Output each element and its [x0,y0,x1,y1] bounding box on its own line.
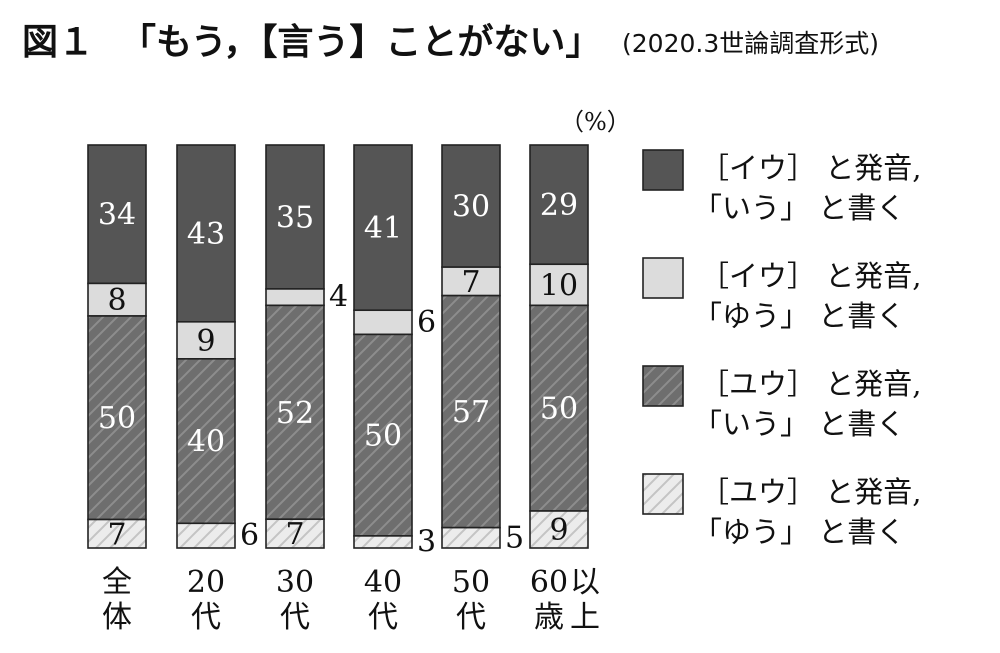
legend-label: ［ユウ］ と発音, [700,367,921,401]
data-label: 29 [540,188,578,223]
category-label: 30 [276,565,314,600]
legend-label: 「ゆう」 と書く [693,299,905,333]
bar-segment [529,510,589,549]
bar-segment [529,144,589,266]
category-labels: 全体20代30代40代50代60 以歳上 [102,565,600,635]
bar-segment [87,144,147,285]
data-label: 10 [540,268,578,303]
category-label: 60 [530,565,568,600]
legend-label: 「いう」 と書く [693,407,905,441]
data-label: 52 [276,396,314,431]
category-label: 歳 [534,600,564,635]
data-label: 50 [540,392,578,427]
data-label: 35 [276,200,314,235]
category-label: 全 [102,565,132,600]
data-label: 8 [107,283,126,318]
page-subtitle: (2020.3世論調査形式) [622,29,879,58]
bar-segment [353,333,413,537]
category-label: 代 [280,600,310,635]
bar-segment [441,526,501,549]
legend-swatch [642,365,684,407]
category-label: 50 [452,565,490,600]
bar-segment [265,288,325,307]
category-label: 代 [368,600,398,635]
legend-swatch [642,473,684,515]
bar-segment [353,144,413,312]
legend-label: ［イウ］ と発音, [700,259,921,293]
data-label: 30 [452,190,490,225]
figure-number: 図１ [22,22,94,63]
bar-segment [176,522,236,549]
category-label: 40 [364,565,402,600]
data-label: 6 [240,518,259,553]
data-label: 34 [98,198,136,233]
data-label: 4 [329,280,348,315]
data-label: 50 [98,401,136,436]
bar-group: 34 8 50 7 43 9 40 6 35 4 52 7 41 6 50 3 30 7 57 5 29 10 50 9 [87,144,589,559]
legend-label: ［イウ］ と発音, [700,151,921,185]
bar-segment [87,518,147,549]
data-label: 40 [187,425,225,460]
category-label: 体 [102,600,132,635]
data-label: 57 [452,395,490,430]
bar-segment [353,535,413,549]
bar-segment [529,304,589,512]
data-label: 41 [364,211,402,246]
legend-swatch [642,257,684,299]
data-label: 43 [187,217,225,252]
bar-segment [529,263,589,307]
legend: ［イウ］ と発音, 「いう」 と書く ［イウ］ と発音, 「ゆう」 と書く ［ユウ］ と… [642,149,921,549]
data-label: 6 [417,305,436,340]
bar-segment [87,315,147,521]
unit-label: （%） [560,108,631,136]
category-label: 上 [570,600,600,635]
data-label: 50 [364,419,402,454]
legend-label: ［ユウ］ と発音, [700,475,921,509]
legend-swatch [642,149,684,191]
category-label: 以 [570,565,600,600]
legend-label: 「ゆう」 と書く [693,515,905,549]
bar-segment [265,144,325,290]
page-title: 「もう，【言う】ことがない」 [120,22,601,63]
bar-segment [353,309,413,336]
legend-label: 「いう」 と書く [693,191,905,225]
data-label: 7 [107,517,126,552]
bar-segment [176,321,236,360]
data-label: 3 [417,524,436,559]
category-label: 代 [456,600,486,635]
category-label: 代 [191,600,221,635]
category-label: 20 [187,565,225,600]
bar-segment [441,266,501,297]
bar-segment [265,518,325,549]
data-label: 5 [505,520,524,555]
data-label: 7 [285,517,304,552]
data-label: 9 [196,324,215,359]
data-label: 9 [549,513,568,548]
data-label: 7 [461,265,480,300]
